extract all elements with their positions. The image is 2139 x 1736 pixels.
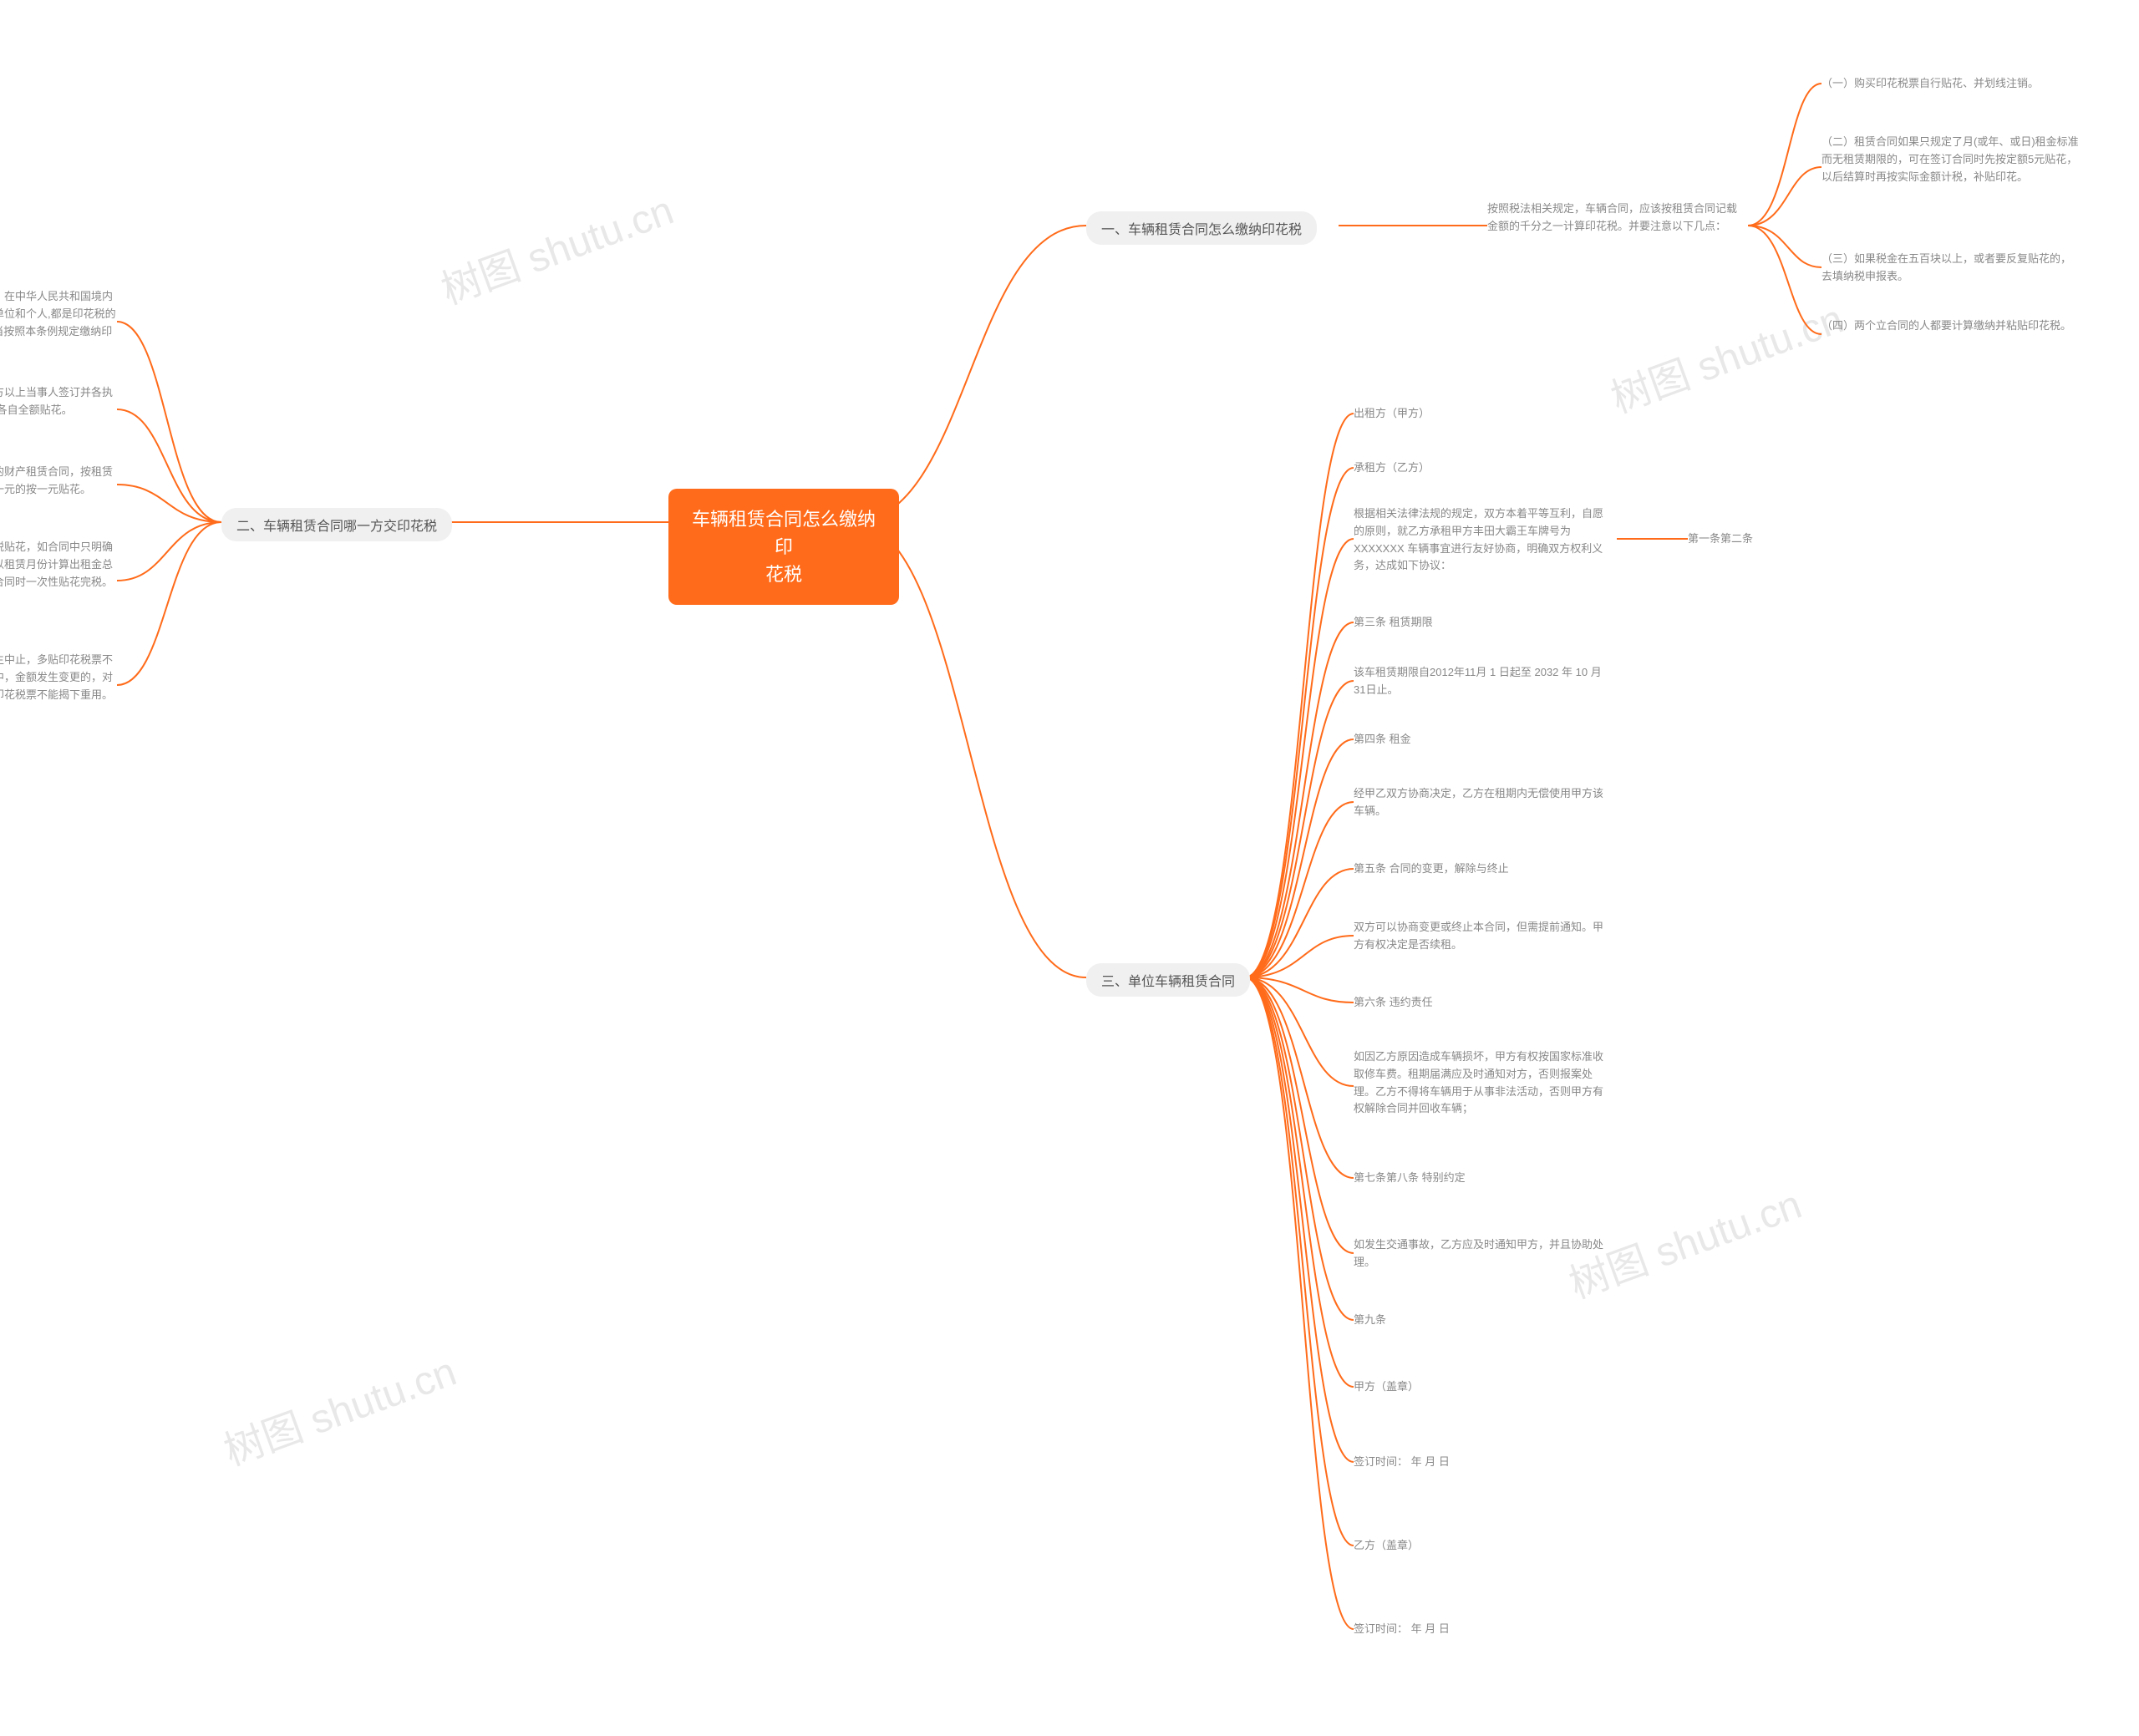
b2-leaf-2: 第八条，同一凭证由两方或者两方以上当事人签订并各执一份的,应当由各方就所执的一份…	[0, 384, 117, 419]
b3-leaf-3: 根据相关法律法规的规定，双方本着平等互利，自愿的原则，就乙方承租甲方丰田大霸王车…	[1354, 505, 1613, 575]
b3-leaf-5: 该车租赁期限自2012年11月 1 日起至 2032 年 10 月 31日止。	[1354, 664, 1613, 699]
b3-leaf-8: 第五条 合同的变更，解除与终止	[1354, 860, 1613, 878]
b2-leaf-5: （二）如在合同执行过程中，发生中止，多贴印花税票不能揭下重用。如在合同执行过程中…	[0, 652, 117, 703]
b3-leaf-10: 第六条 违约责任	[1354, 994, 1613, 1012]
b1-leaf-4: （四）两个立合同的人都要计算缴纳并粘贴印花税。	[1821, 317, 2081, 335]
b3-leaf-11: 如因乙方原因造成车辆损坏，甲方有权按国家标准收取修车费。租期届满应及时通知对方，…	[1354, 1048, 1613, 1118]
root-title-line2: 花税	[765, 564, 802, 585]
branch-3: 三、单位车辆租赁合同	[1086, 963, 1250, 997]
branch-2: 二、车辆租赁合同哪一方交印花税	[221, 508, 452, 541]
b3-leaf-17: 乙方（盖章）	[1354, 1537, 1613, 1555]
mindmap-connectors	[0, 0, 2139, 1736]
b3-leaf-16: 签订时间： 年 月 日	[1354, 1454, 1613, 1471]
b2-leaf-4: （一）租赁合同应按合同金额计税贴花，如合同中只明确规定月租金的，应以月租金额乘以…	[0, 539, 117, 591]
branch-1: 一、车辆租赁合同怎么缴纳印花税	[1086, 211, 1317, 245]
b3-leaf-4: 第三条 租赁期限	[1354, 614, 1613, 632]
b2-leaf-1: 《印花税暂行条例》第一条规定，在中华人民共和国境内书立、领受本条例所列举凭证的单…	[0, 288, 117, 358]
b3-leaf-12: 第七条第八条 特别约定	[1354, 1170, 1613, 1187]
watermark: 树图 shutu.cn	[215, 1338, 463, 1476]
b3-leaf-2: 承租方（乙方）	[1354, 459, 1613, 477]
b1-intro: 按照税法相关规定，车辆合同，应该按租赁合同记载金额的千分之一计算印花税。并要注意…	[1487, 201, 1746, 236]
b2-leaf-3: 车辆租赁合同属于印花税税目中的财产租赁合同，按租赁金额的千分之一贴花。税额不足一…	[0, 464, 117, 499]
b1-leaf-2: （二）租赁合同如果只规定了月(或年、或日)租金标准而无租赁期限的，可在签订合同时…	[1821, 134, 2081, 185]
b3-leaf-13: 如发生交通事故，乙方应及时通知甲方，并且协助处理。	[1354, 1236, 1613, 1272]
b3-leaf-9: 双方可以协商变更或终止本合同，但需提前通知。甲方有权决定是否续租。	[1354, 919, 1613, 954]
watermark: 树图 shutu.cn	[432, 177, 680, 315]
b3-leaf-14: 第九条	[1354, 1312, 1613, 1329]
b3-leaf-6: 第四条 租金	[1354, 731, 1613, 749]
b3-leaf-15: 甲方（盖章）	[1354, 1378, 1613, 1396]
b1-leaf-1: （一）购买印花税票自行贴花、并划线注销。	[1821, 75, 2081, 93]
b3-leaf-7: 经甲乙双方协商决定，乙方在租期内无偿使用甲方该车辆。	[1354, 785, 1613, 820]
b3-leaf-3-right: 第一条第二条	[1688, 530, 1788, 548]
root-title-line1: 车辆租赁合同怎么缴纳印	[692, 509, 876, 557]
b3-leaf-18: 签订时间： 年 月 日	[1354, 1621, 1613, 1638]
b3-leaf-1: 出租方（甲方）	[1354, 405, 1613, 423]
root-node: 车辆租赁合同怎么缴纳印 花税	[668, 489, 899, 605]
watermark: 树图 shutu.cn	[1602, 286, 1850, 424]
b1-leaf-3: （三）如果税金在五百块以上，或者要反复贴花的，去填纳税申报表。	[1821, 251, 2081, 286]
